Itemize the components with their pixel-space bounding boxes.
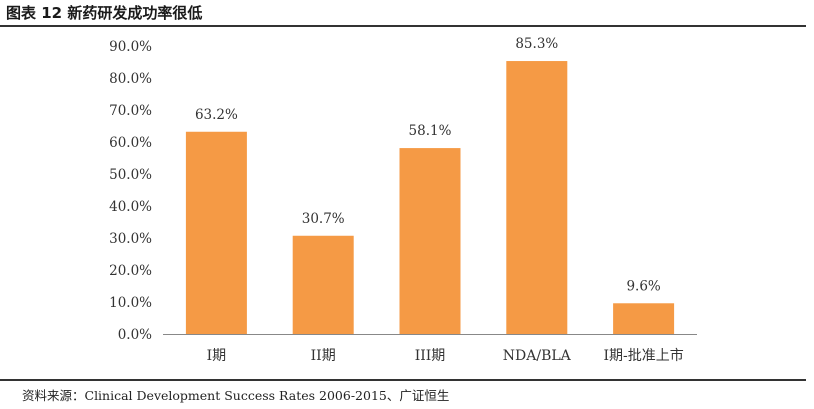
bar: [506, 61, 568, 334]
data-label: 9.6%: [626, 278, 660, 294]
data-labels: 63.2% 30.7% 58.1% 85.3% 9.6%: [195, 36, 661, 294]
figure-title: 图表 12 新药研发成功率很低: [6, 4, 203, 22]
y-tick-label: 40.0%: [109, 199, 152, 215]
x-tick-label: III期: [415, 348, 446, 364]
bar: [292, 235, 354, 334]
y-tick-label: 20.0%: [109, 263, 152, 279]
top-rule: [0, 25, 806, 27]
y-tick-label: 0.0%: [118, 327, 152, 343]
x-tick-label: I期-批准上市: [603, 347, 683, 364]
source-note: 资料来源：Clinical Development Success Rates …: [22, 388, 450, 403]
y-tick-label: 50.0%: [109, 167, 152, 183]
data-label: 58.1%: [409, 123, 452, 139]
y-tick-label: 60.0%: [109, 135, 152, 151]
y-tick-label: 10.0%: [109, 295, 152, 311]
data-label: 85.3%: [515, 36, 558, 52]
y-tick-label: 30.0%: [109, 231, 152, 247]
bars: [185, 61, 675, 334]
y-tick-label: 80.0%: [109, 71, 152, 87]
y-tick-label: 90.0%: [109, 39, 152, 55]
data-label: 30.7%: [302, 211, 345, 227]
x-axis-labels: I期 II期 III期 NDA/BLA I期-批准上市: [207, 347, 684, 364]
y-axis-ticks: 0.0% 10.0% 20.0% 30.0% 40.0% 50.0% 60.0% 70.0% 8…: [109, 39, 152, 343]
y-tick-label: 70.0%: [109, 103, 152, 119]
x-tick-label: I期: [207, 348, 227, 364]
bottom-rule: [0, 379, 806, 381]
x-tick-label: II期: [311, 348, 336, 364]
bar: [185, 131, 247, 334]
bar: [399, 148, 461, 334]
bar: [613, 303, 675, 334]
data-label: 63.2%: [195, 107, 238, 123]
x-tick-label: NDA/BLA: [503, 348, 572, 364]
